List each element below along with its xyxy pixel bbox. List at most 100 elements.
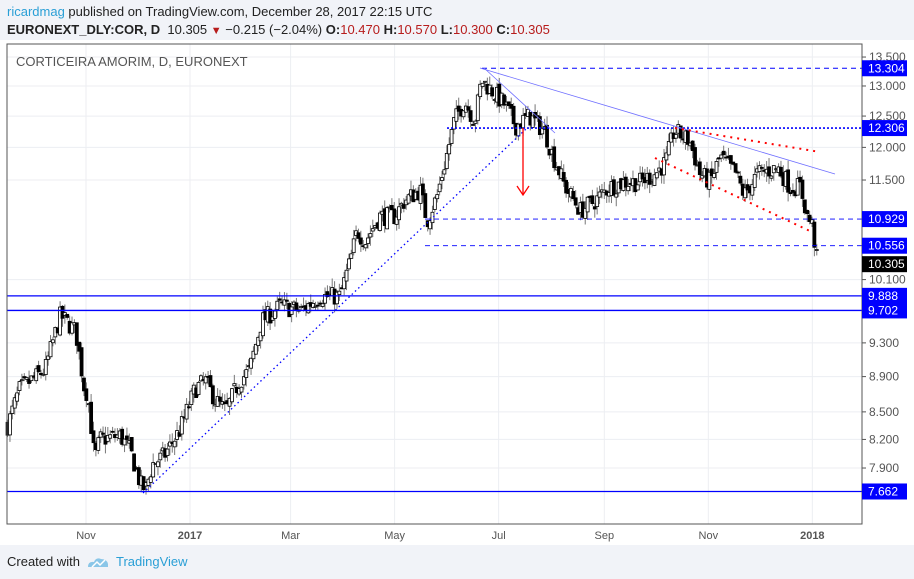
candle-up	[196, 382, 201, 395]
candle-down	[401, 204, 406, 209]
time-axis[interactable]: Nov 2017 Mar May Jul Sep Nov 2018	[76, 530, 824, 542]
candle-up	[29, 375, 34, 382]
candle-up	[251, 350, 256, 360]
x-tick-label: 2018	[800, 530, 824, 542]
candle-down	[807, 214, 812, 222]
candle-up	[158, 452, 163, 461]
candle-up	[244, 369, 249, 378]
candle-down	[623, 176, 628, 188]
tradingview-cloud-icon	[87, 557, 108, 568]
candle-up	[15, 392, 20, 402]
grid	[7, 44, 862, 524]
candle-up	[674, 134, 678, 139]
candle-up	[17, 381, 22, 391]
candle-down	[779, 166, 783, 177]
candle-up	[48, 341, 53, 358]
candle-up	[368, 233, 373, 238]
y-tick-label: 8.500	[869, 405, 899, 419]
candle-up	[165, 448, 170, 456]
y-tick-label: 8.900	[869, 370, 899, 384]
candle-up	[597, 191, 602, 198]
candle-down	[697, 161, 702, 176]
candle-up	[203, 376, 208, 384]
candle-up	[8, 413, 12, 436]
candle-down	[798, 176, 802, 183]
candle-down	[315, 304, 320, 307]
candle-up	[769, 175, 774, 179]
candle-down	[640, 172, 645, 180]
price-level-badge	[862, 60, 907, 77]
open-value: 10.470	[340, 22, 380, 37]
trendlines	[142, 67, 836, 494]
price-level-badge	[862, 483, 907, 500]
price-level-badge	[862, 302, 907, 319]
candle-down	[466, 106, 471, 111]
last-price-badge	[862, 256, 907, 273]
candle-down	[471, 124, 475, 126]
candle-down	[187, 406, 191, 409]
candle-up	[34, 368, 39, 382]
candle-down	[506, 101, 511, 107]
candle-up	[184, 403, 189, 420]
candle-up	[230, 388, 234, 403]
down-triangle-icon: ▼	[210, 25, 222, 37]
tradingview-link[interactable]: TradingView	[115, 554, 188, 569]
candle-down	[218, 396, 222, 402]
candle-up	[626, 186, 631, 192]
author-link[interactable]: ricardmag	[7, 4, 65, 19]
candle-up	[444, 152, 449, 169]
x-tick-label: Nov	[699, 530, 719, 542]
price-level-badge	[862, 287, 907, 304]
candle-up	[261, 312, 265, 337]
candle-down	[552, 146, 557, 169]
candle-down	[27, 378, 31, 384]
candle-down	[802, 199, 807, 214]
candle-down	[738, 175, 743, 184]
candle-up	[337, 290, 342, 296]
candle-down	[456, 105, 461, 112]
candle-up	[475, 94, 480, 122]
candle-up	[306, 303, 311, 314]
candle-down	[79, 347, 84, 377]
price-level-label: 10.556	[868, 239, 905, 253]
price-chart[interactable]: 13.50013.00012.50012.00011.50010.1009.30…	[0, 40, 914, 545]
candle-up	[148, 476, 153, 483]
candle-up	[461, 110, 466, 118]
downtrend-line-short	[483, 67, 556, 134]
candle-up	[394, 216, 399, 225]
channel-bottom-line	[654, 157, 813, 233]
candle-up	[249, 357, 253, 369]
candle-up	[335, 291, 339, 305]
candle-up	[814, 249, 819, 251]
plot-border	[6, 43, 863, 525]
candle-up	[432, 197, 437, 210]
symbol-name: EURONEXT_DLY:COR, D	[7, 22, 161, 37]
x-tick-label: Sep	[595, 530, 615, 542]
price-axis[interactable]: 13.50013.00012.50012.00011.50010.1009.30…	[862, 50, 907, 500]
candle-down	[571, 190, 576, 200]
candle-up	[714, 161, 719, 173]
candle-up	[70, 322, 74, 334]
candle-up	[311, 303, 316, 308]
candle-down	[356, 232, 361, 239]
candle-up	[614, 193, 619, 198]
candles	[5, 76, 819, 495]
candle-up	[635, 184, 640, 191]
candle-up	[750, 183, 755, 196]
candle-up	[540, 127, 545, 135]
y-tick-label: 12.000	[869, 140, 906, 154]
candle-down	[561, 172, 566, 182]
candle-up	[179, 416, 184, 435]
candle-up	[239, 386, 244, 393]
candle-up	[12, 397, 17, 409]
price-level-badge	[862, 120, 907, 137]
y-tick-label: 9.300	[869, 336, 899, 350]
y-tick-label: 12.500	[869, 109, 906, 123]
close-value: 10.305	[510, 22, 550, 37]
candle-down	[736, 171, 740, 174]
candle-down	[721, 150, 726, 156]
candle-down	[129, 437, 134, 452]
candle-up	[19, 379, 24, 382]
candle-up	[108, 434, 113, 439]
candle-up	[652, 174, 657, 186]
